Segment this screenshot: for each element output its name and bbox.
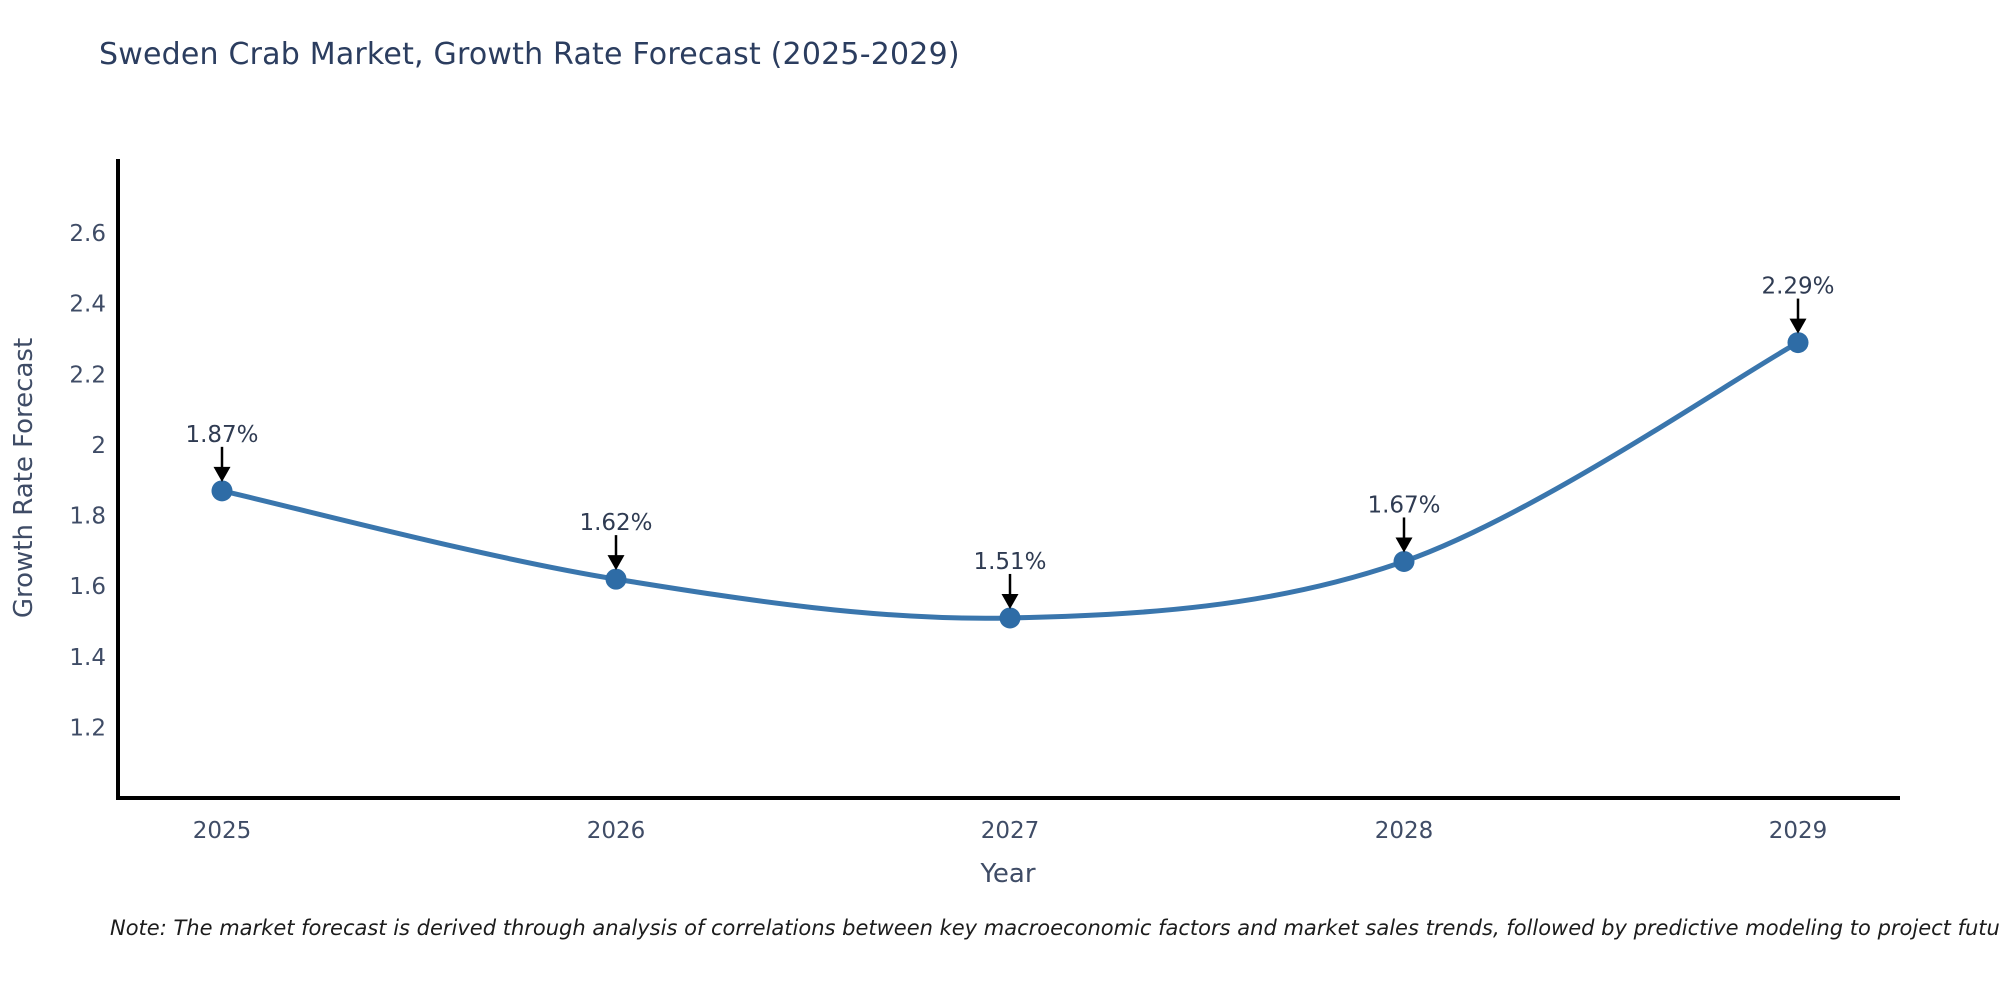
annotation-label: 1.87%: [185, 422, 258, 448]
x-tick-label: 2026: [587, 818, 646, 844]
data-point-marker: [999, 607, 1021, 629]
x-tick-label: 2028: [1375, 818, 1434, 844]
data-point-marker: [1393, 550, 1415, 572]
y-tick-label: 1.8: [69, 504, 106, 530]
annotation-label: 1.51%: [973, 549, 1046, 575]
chart-title: Sweden Crab Market, Growth Rate Forecast…: [99, 37, 960, 72]
x-tick-label: 2025: [193, 818, 252, 844]
x-tick-label: 2029: [1769, 818, 1828, 844]
footnote: Note: The market forecast is derived thr…: [110, 916, 2000, 940]
y-tick-label: 2.2: [69, 362, 106, 388]
y-tick-label: 2: [91, 433, 106, 459]
annotation-label: 1.67%: [1367, 492, 1440, 518]
annotation-arrowhead: [213, 466, 231, 482]
x-axis-title: Year: [979, 859, 1035, 889]
annotation-arrowhead: [1001, 593, 1019, 609]
y-tick-label: 1.4: [69, 645, 106, 671]
y-tick-label: 1.6: [69, 574, 106, 600]
annotation-arrowhead: [607, 555, 625, 571]
annotation-label: 2.29%: [1761, 274, 1834, 300]
y-tick-label: 1.2: [69, 715, 106, 741]
data-point-marker: [605, 568, 627, 590]
data-point-marker: [1787, 332, 1809, 354]
y-axis-title: Growth Rate Forecast: [9, 338, 39, 618]
annotation-arrowhead: [1789, 318, 1807, 334]
annotation-label: 1.62%: [579, 510, 652, 536]
y-tick-label: 2.6: [69, 221, 106, 247]
data-point-marker: [211, 480, 233, 502]
y-tick-label: 2.4: [69, 292, 106, 318]
annotation-arrowhead: [1395, 537, 1413, 553]
x-tick-label: 2027: [981, 818, 1040, 844]
